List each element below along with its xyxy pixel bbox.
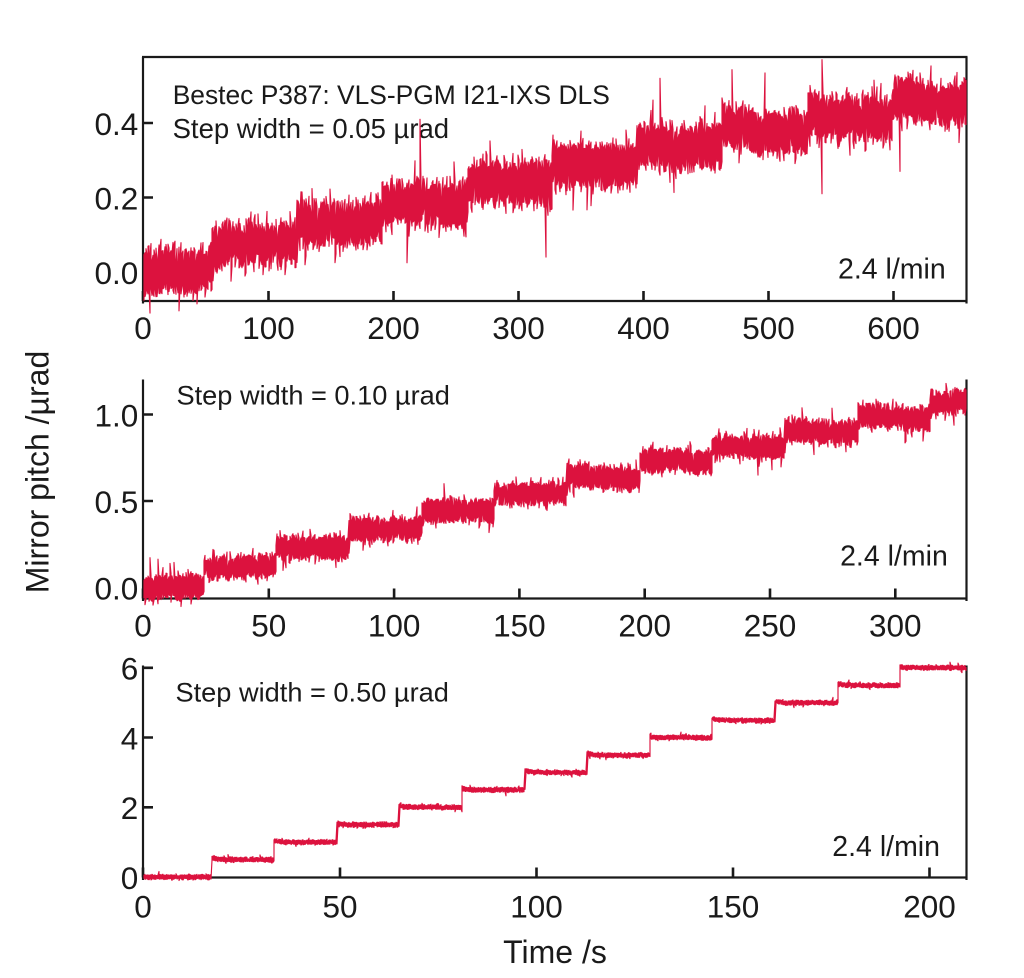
svg-text:200: 200 xyxy=(367,310,420,346)
svg-text:2: 2 xyxy=(121,790,139,826)
svg-text:50: 50 xyxy=(251,608,286,644)
svg-text:Mirror pitch /µrad: Mirror pitch /µrad xyxy=(20,351,56,593)
svg-text:Time /s: Time /s xyxy=(503,934,607,970)
svg-text:500: 500 xyxy=(742,310,795,346)
svg-text:0: 0 xyxy=(134,608,152,644)
svg-text:300: 300 xyxy=(869,608,922,644)
svg-text:Step width = 0.05 µrad: Step width = 0.05 µrad xyxy=(173,113,450,144)
svg-text:0.0: 0.0 xyxy=(95,570,139,606)
svg-text:100: 100 xyxy=(510,888,563,924)
svg-text:Step width = 0.10 µrad: Step width = 0.10 µrad xyxy=(177,379,450,410)
svg-text:150: 150 xyxy=(493,608,546,644)
svg-text:300: 300 xyxy=(492,310,545,346)
svg-text:100: 100 xyxy=(368,608,421,644)
svg-text:50: 50 xyxy=(322,888,357,924)
svg-text:0: 0 xyxy=(121,860,139,896)
svg-text:Step width = 0.50 µrad: Step width = 0.50 µrad xyxy=(176,676,449,707)
svg-text:400: 400 xyxy=(617,310,670,346)
svg-text:0.2: 0.2 xyxy=(95,180,139,216)
svg-text:150: 150 xyxy=(707,888,760,924)
svg-text:2.4 l/min: 2.4 l/min xyxy=(838,254,946,286)
svg-text:2.4 l/min: 2.4 l/min xyxy=(840,541,948,573)
svg-text:250: 250 xyxy=(744,608,797,644)
svg-text:200: 200 xyxy=(903,888,956,924)
svg-text:0.5: 0.5 xyxy=(95,484,139,520)
svg-text:0.4: 0.4 xyxy=(95,106,139,142)
svg-text:4: 4 xyxy=(121,720,139,756)
svg-text:0: 0 xyxy=(134,310,152,346)
svg-text:100: 100 xyxy=(242,310,295,346)
svg-text:0: 0 xyxy=(134,888,152,924)
svg-text:1.0: 1.0 xyxy=(95,397,139,433)
svg-text:600: 600 xyxy=(867,310,920,346)
svg-text:6: 6 xyxy=(121,651,139,687)
svg-text:0.0: 0.0 xyxy=(95,255,139,291)
svg-text:Bestec P387: VLS-PGM I21-IXS D: Bestec P387: VLS-PGM I21-IXS DLS xyxy=(173,80,610,110)
svg-text:200: 200 xyxy=(618,608,671,644)
svg-text:2.4 l/min: 2.4 l/min xyxy=(832,831,940,863)
